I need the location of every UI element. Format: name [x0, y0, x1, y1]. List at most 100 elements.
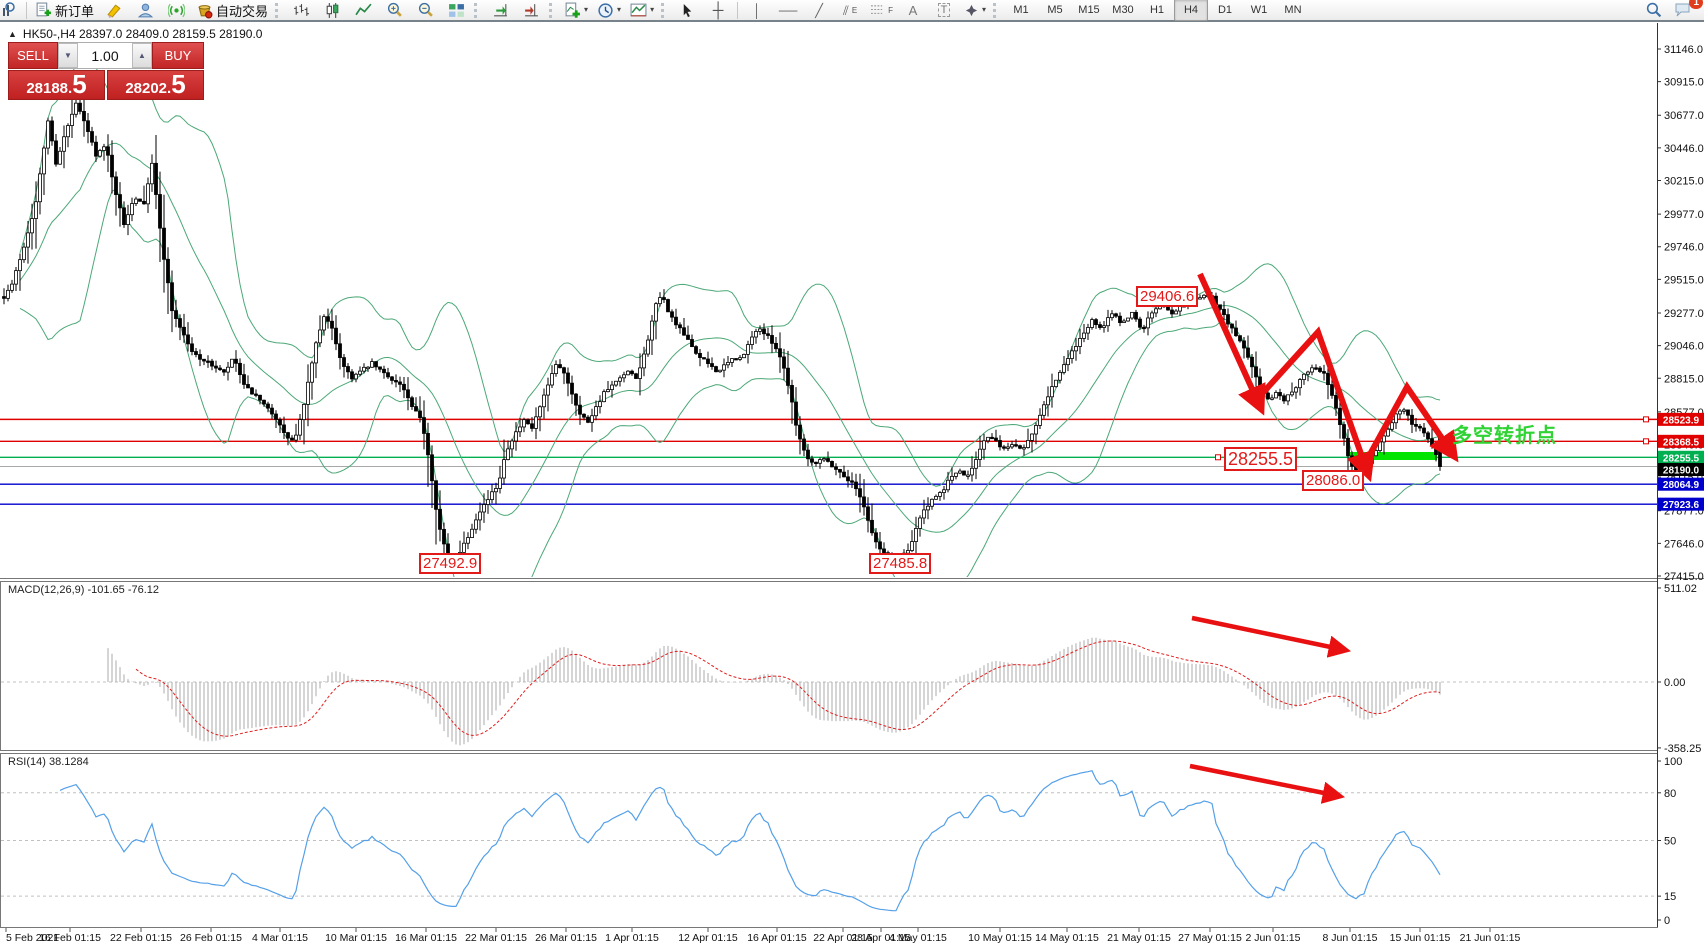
timeframe-M15[interactable]: M15 [1078, 4, 1100, 16]
new-order-label: 新订单 [55, 3, 95, 19]
svg-text:16 Feb 01:15: 16 Feb 01:15 [39, 932, 101, 944]
svg-text:28523.9: 28523.9 [1663, 415, 1700, 426]
periods-dropdown[interactable]: ▾ [593, 0, 625, 21]
text-tool[interactable]: A [908, 2, 918, 18]
styler-icon[interactable] [99, 0, 129, 21]
svg-text:29277.0: 29277.0 [1664, 308, 1704, 320]
timeframe-M30[interactable]: M30 [1112, 4, 1134, 16]
svg-text:29977.0: 29977.0 [1664, 209, 1704, 221]
toolbar-grip [275, 2, 281, 18]
trend-arrows [1189, 272, 1459, 804]
svg-text:22 Apr 01:15: 22 Apr 01:15 [813, 932, 873, 944]
line-chart-icon[interactable] [348, 0, 378, 21]
svg-text:22 Feb 01:15: 22 Feb 01:15 [110, 932, 172, 944]
timeframe-H1[interactable]: H1 [1149, 4, 1165, 16]
candles-layer [2, 97, 1442, 571]
swing-high-label[interactable]: 29406.6 [1136, 286, 1199, 307]
cursor-tool[interactable] [672, 0, 702, 21]
svg-text:15: 15 [1664, 891, 1676, 903]
indicators-dropdown[interactable]: ▾ [560, 0, 592, 21]
support-highlight-bar [1350, 452, 1437, 460]
svg-text:27923.6: 27923.6 [1663, 500, 1700, 511]
svg-text:28368.5: 28368.5 [1663, 437, 1700, 448]
vertical-line-tool[interactable]: │ [753, 2, 762, 18]
timeframe-D1[interactable]: D1 [1217, 4, 1233, 16]
trendline-tool[interactable]: ╱ [815, 2, 823, 18]
svg-text:27415.0: 27415.0 [1664, 571, 1704, 583]
new-order-button[interactable]: 新订单 [31, 0, 98, 21]
svg-text:15 Jun 01:15: 15 Jun 01:15 [1390, 932, 1451, 944]
timeframe-M5[interactable]: M5 [1047, 4, 1063, 16]
feb-low-label[interactable]: 27492.9 [419, 553, 482, 574]
volume-decrease-button[interactable]: ▼ [58, 43, 78, 68]
templates-dropdown[interactable]: ▾ [626, 0, 658, 21]
bar-chart-icon[interactable] [286, 0, 316, 21]
volume-value[interactable]: 1.00 [91, 47, 119, 64]
svg-text:29515.0: 29515.0 [1664, 274, 1704, 286]
symbol-ohlc-text: HK50-,H4 28397.0 28409.0 28159.5 28190.0 [22, 27, 263, 41]
new-order-icon [36, 2, 51, 16]
timeframe-M1[interactable]: M1 [1013, 4, 1029, 16]
search-icon[interactable] [1638, 0, 1668, 21]
toolbar-separator [26, 1, 27, 19]
svg-text:21 Jun 01:15: 21 Jun 01:15 [1460, 932, 1521, 944]
autotrading-button[interactable]: 自动交易 [192, 0, 272, 21]
chart-title: ▲ HK50-,H4 28397.0 28409.0 28159.5 28190… [8, 27, 262, 41]
fibo-letter: F [888, 5, 893, 15]
svg-text:26 Mar 01:15: 26 Mar 01:15 [535, 932, 597, 944]
rsi-label: RSI(14) 38.1284 [8, 756, 89, 768]
collapse-triangle-icon: ▲ [8, 29, 17, 39]
buy-price[interactable]: 28202. 5 [107, 70, 204, 100]
svg-text:31146.0: 31146.0 [1664, 44, 1703, 56]
signals-icon[interactable] [161, 0, 191, 21]
horizontal-line-tool[interactable]: ── [778, 2, 798, 18]
volume-spinner: ▼ 1.00 ▲ [58, 42, 152, 69]
panel-frames [0, 23, 1704, 928]
auto-scroll-icon[interactable] [485, 0, 515, 21]
crosshair-tool[interactable]: ┼ [712, 1, 724, 19]
chart-shift-icon[interactable] [516, 0, 546, 21]
autotrading-label: 自动交易 [216, 3, 269, 19]
text-label-tool[interactable]: T [929, 0, 959, 21]
svg-text:30215.0: 30215.0 [1664, 176, 1704, 188]
buy-button[interactable]: BUY [152, 42, 204, 69]
market-watch-icon[interactable] [0, 0, 22, 21]
svg-text:30677.0: 30677.0 [1664, 110, 1704, 122]
volume-increase-button[interactable]: ▲ [132, 43, 152, 68]
sell-price[interactable]: 28188. 5 [8, 70, 105, 100]
sell-price-big-digit: 5 [72, 69, 87, 99]
expert-advisors-icon[interactable] [130, 0, 160, 21]
timeframe-H4[interactable]: H4 [1173, 0, 1208, 21]
chart-window[interactable]: 31146.0 30915.0 30677.0 30446.0 30215.0 29977… [0, 22, 1704, 947]
fibonacci-tool[interactable]: F [866, 0, 897, 21]
toolbar-grip [549, 2, 555, 18]
svg-text:-358.25: -358.25 [1664, 743, 1701, 755]
sell-button[interactable]: SELL [8, 42, 58, 69]
timeframe-MN[interactable]: MN [1284, 4, 1302, 16]
price-axis: 31146.0 30915.0 30677.0 30446.0 30215.0 29977… [1, 44, 1704, 927]
arrows-dropdown[interactable]: ▾ [960, 0, 990, 21]
tile-windows-icon[interactable] [441, 0, 471, 21]
timeframe-W1[interactable]: W1 [1250, 4, 1268, 16]
swing-low-label[interactable]: 28086.0 [1302, 470, 1365, 491]
toolbar-grip [474, 2, 480, 18]
svg-text:511.02: 511.02 [1664, 583, 1697, 595]
notifications-icon[interactable]: 1 [1668, 0, 1703, 21]
zoom-out-icon[interactable] [410, 0, 440, 21]
channel-letter: E [851, 5, 858, 15]
candlestick-chart-icon[interactable] [317, 0, 347, 21]
svg-text:22 Mar 01:15: 22 Mar 01:15 [465, 932, 527, 944]
svg-text:4 May 01:15: 4 May 01:15 [889, 932, 947, 944]
channel-tool[interactable]: ⫽ E [843, 2, 858, 18]
may-low-label[interactable]: 27485.8 [869, 553, 932, 574]
svg-text:27 May 01:15: 27 May 01:15 [1178, 932, 1242, 944]
svg-text:29046.0: 29046.0 [1664, 341, 1704, 353]
svg-text:30446.0: 30446.0 [1664, 143, 1704, 155]
zoom-in-icon[interactable] [379, 0, 409, 21]
svg-text:21 May 01:15: 21 May 01:15 [1107, 932, 1171, 944]
turning-point-text[interactable]: 多空转折点 [1452, 425, 1557, 447]
support-price-label[interactable]: 28255.5 [1224, 447, 1298, 471]
